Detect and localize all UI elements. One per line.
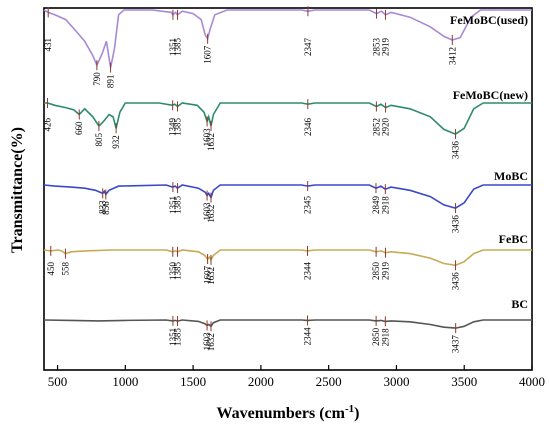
peak-label: 3437 [451,335,461,354]
x-tick-label: 2500 [316,374,342,389]
x-axis-title-end: ) [354,405,359,422]
peak-label: 2347 [303,38,313,57]
peak-label: 2919 [381,38,391,57]
peak-label: 932 [111,135,121,149]
peak-label: 1351 [168,196,178,214]
series-line [43,319,532,329]
peak-label: 1385 [173,262,183,281]
peak-label: 891 [106,75,116,89]
peak-label: 2918 [380,328,390,347]
x-axis-ticks: 500 1000 1500 2000 2500 3000 3500 4000 [48,365,545,389]
series-layer: FeMoBC(used) FeMoBC(new) MoBC FeBC BC [43,9,532,329]
peak-label: 1607 [203,45,213,64]
series-label: FeMoBC(new) [453,88,528,102]
peak-label: 2849 [371,196,381,215]
x-axis-title-superscript: -1 [345,403,354,415]
peak-label: 1385 [173,118,183,137]
peak-label: 833 [98,200,108,214]
x-tick-label: 2000 [248,374,274,389]
series-label: FeBC [499,232,528,246]
peak-label: 431 [43,38,53,52]
peak-label: 856 [101,201,111,215]
series-line [44,102,532,136]
plot-frame [43,7,533,371]
x-axis-title: Wavenumbers (cm-1) [217,403,360,422]
peak-label: 2346 [303,118,313,137]
peak-label: 2918 [380,196,390,215]
peak-label: 1632 [206,333,216,351]
peak-label: 2919 [381,262,391,281]
peak-label: 1350 [168,262,178,281]
x-tick-label: 4000 [519,374,545,389]
peak-label: 1385 [173,328,183,347]
series-label: BC [511,297,528,311]
peak-label: 1632 [206,133,216,151]
peak-label: 1349 [168,118,178,137]
peak-label: 3436 [451,215,461,234]
peak-label: 2850 [371,327,381,346]
peak-label: 2852 [371,118,381,136]
series-line [43,184,532,209]
peak-label: 3436 [451,141,461,160]
peak-label: 805 [94,133,104,147]
x-tick-label: 1500 [180,374,206,389]
peak-label: 2850 [371,262,381,281]
series-label: MoBC [494,169,528,183]
peak-label: 450 [46,262,56,276]
y-axis-title: Transmittance(%) [9,127,26,253]
series-line [43,249,532,267]
peak-label: 1351 [168,38,178,56]
peak-label: 1603 [202,128,212,147]
peak-label: 426 [43,118,53,132]
peak-label: 1385 [173,38,183,57]
peak-label: 1603 [202,202,212,221]
x-tick-label: 3000 [383,374,409,389]
peak-label: 1632 [206,267,216,285]
peak-label: 3436 [451,272,461,291]
peak-label: 1385 [173,196,183,215]
peak-label: 1351 [168,328,178,346]
peak-label: 3412 [447,47,457,65]
peak-label: 558 [60,262,70,276]
series-label: FeMoBC(used) [450,13,528,27]
peak-label: 1607 [203,266,213,285]
x-tick-label: 500 [48,374,68,389]
peak-label: 1632 [206,205,216,223]
peak-label: 2345 [303,196,313,215]
x-tick-label: 3500 [451,374,477,389]
peak-label: 790 [92,72,102,86]
peak-label: 2344 [303,327,313,346]
peak-label: 2344 [303,262,313,281]
peak-label: 2853 [372,38,382,57]
peak-label: 2920 [381,118,391,137]
x-axis-title-main: Wavenumbers (cm [217,405,346,422]
x-tick-label: 1000 [112,374,138,389]
peak-label: 660 [74,121,84,135]
peak-label: 1603 [202,332,212,351]
